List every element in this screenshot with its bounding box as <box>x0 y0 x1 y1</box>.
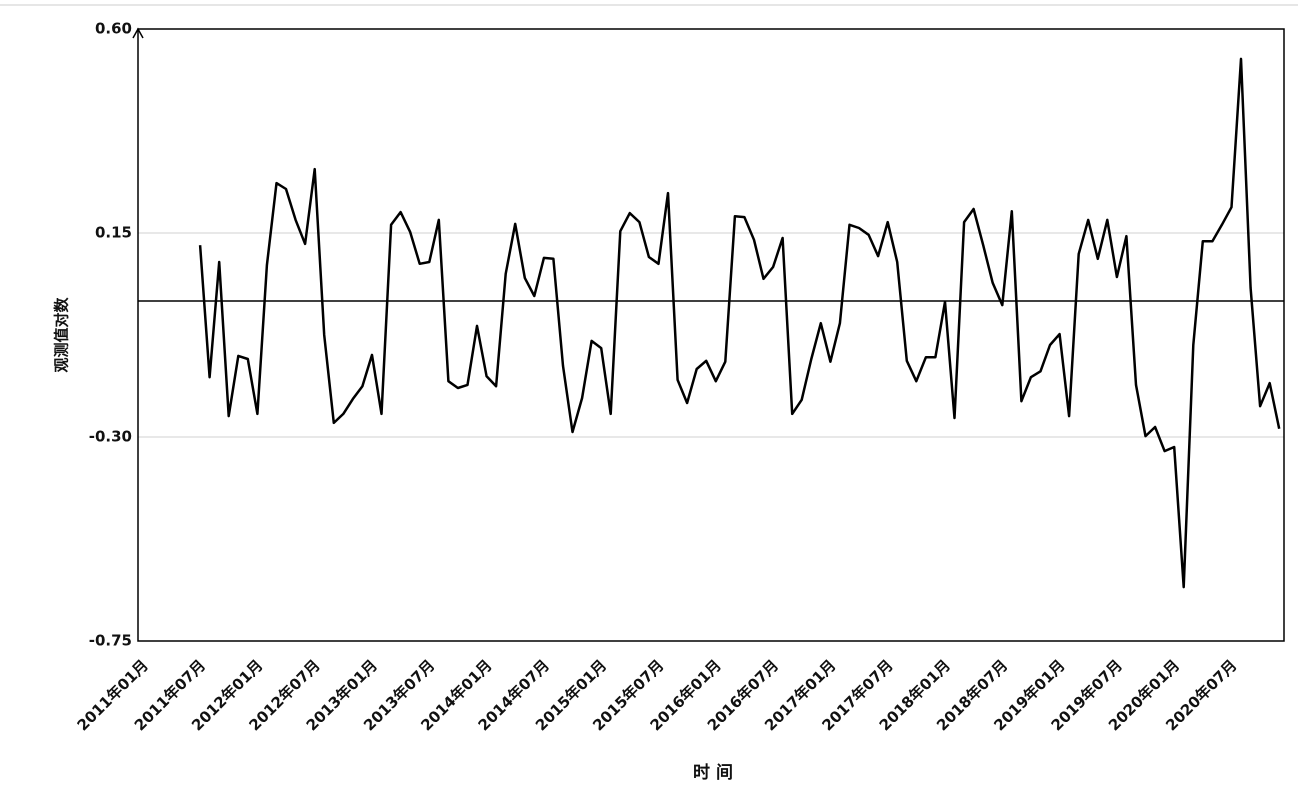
y-tick-label: 0.60 <box>95 20 132 38</box>
series-line <box>198 57 1281 589</box>
y-tick-label: 0.15 <box>95 224 132 242</box>
plot-border <box>137 28 1285 642</box>
y-axis-arrow <box>132 27 144 39</box>
y-tick-label: -0.30 <box>89 428 132 446</box>
x-axis-title: 时 间 <box>693 762 733 783</box>
y-tick-label: -0.75 <box>89 632 132 650</box>
y-axis-title: 观测值对数 <box>53 297 71 373</box>
